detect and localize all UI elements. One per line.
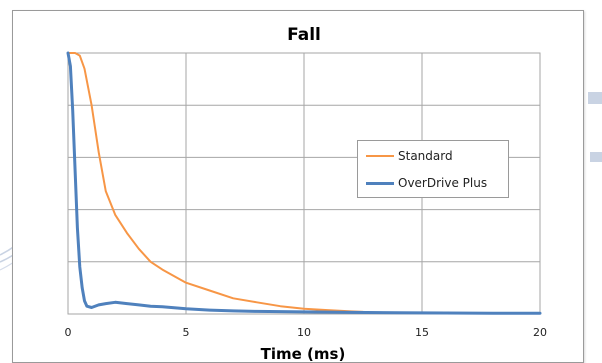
series-line-overdrive-plus xyxy=(66,51,542,315)
legend-swatch-standard xyxy=(366,155,394,157)
legend-label-standard: Standard xyxy=(398,149,453,163)
series-lines xyxy=(66,51,542,315)
x-tick-label: 10 xyxy=(297,326,311,339)
x-tick-label: 0 xyxy=(65,326,72,339)
legend-item-standard: Standard xyxy=(366,147,453,165)
x-tick-label: 15 xyxy=(415,326,429,339)
x-tick-labels: 0 5 10 15 20 xyxy=(65,326,548,339)
x-tick-label: 5 xyxy=(183,326,190,339)
x-axis-title: Time (ms) xyxy=(261,345,346,363)
x-tick-label: 20 xyxy=(533,326,547,339)
legend-item-overdrive-plus: OverDrive Plus xyxy=(366,174,487,192)
plot-area-border xyxy=(67,52,541,315)
chart-title: Fall xyxy=(287,25,321,45)
series-line-standard xyxy=(67,52,364,313)
legend-swatch-overdrive-plus xyxy=(366,181,394,185)
legend: Standard OverDrive Plus xyxy=(357,140,509,198)
legend-label-overdrive-plus: OverDrive Plus xyxy=(398,176,488,190)
